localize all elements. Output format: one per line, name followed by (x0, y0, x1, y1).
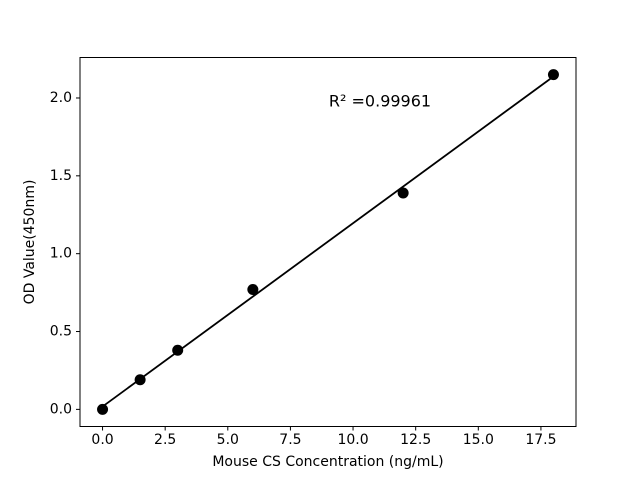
x-tick-label: 0.0 (91, 432, 113, 448)
y-tick-label: 1.5 (50, 168, 72, 184)
data-point (134, 374, 146, 386)
plot-border (79, 57, 577, 427)
data-layer (97, 69, 559, 415)
x-tick-label: 10.0 (337, 432, 368, 448)
y-axis-label: OD Value(450nm) (22, 180, 38, 305)
data-point (547, 69, 559, 81)
fit-line (102, 75, 554, 408)
x-tick-label: 15.0 (463, 432, 494, 448)
y-tick-label: 0.5 (50, 324, 72, 340)
data-point (247, 283, 259, 295)
data-point (97, 403, 109, 415)
data-point (172, 344, 184, 356)
x-tick-label: 2.5 (154, 432, 176, 448)
axes-layer: 0.0 2.5 5.0 7.5 10.0 12.5 15.0 17.5 0.0 0.5 1.0 1.5… (50, 57, 577, 448)
y-tick-label: 1.0 (50, 246, 72, 262)
x-axis-label: Mouse CS Concentration (ng/mL) (212, 454, 443, 470)
r-squared-annotation: R² =0.99961 (329, 92, 431, 111)
y-tick-label: 0.0 (50, 401, 72, 417)
x-tick-label: 5.0 (217, 432, 239, 448)
x-tick-label: 7.5 (279, 432, 301, 448)
x-tick-label: 12.5 (400, 432, 431, 448)
x-tick-label: 17.5 (525, 432, 556, 448)
y-tick-label: 2.0 (50, 90, 72, 106)
data-point (397, 187, 409, 199)
